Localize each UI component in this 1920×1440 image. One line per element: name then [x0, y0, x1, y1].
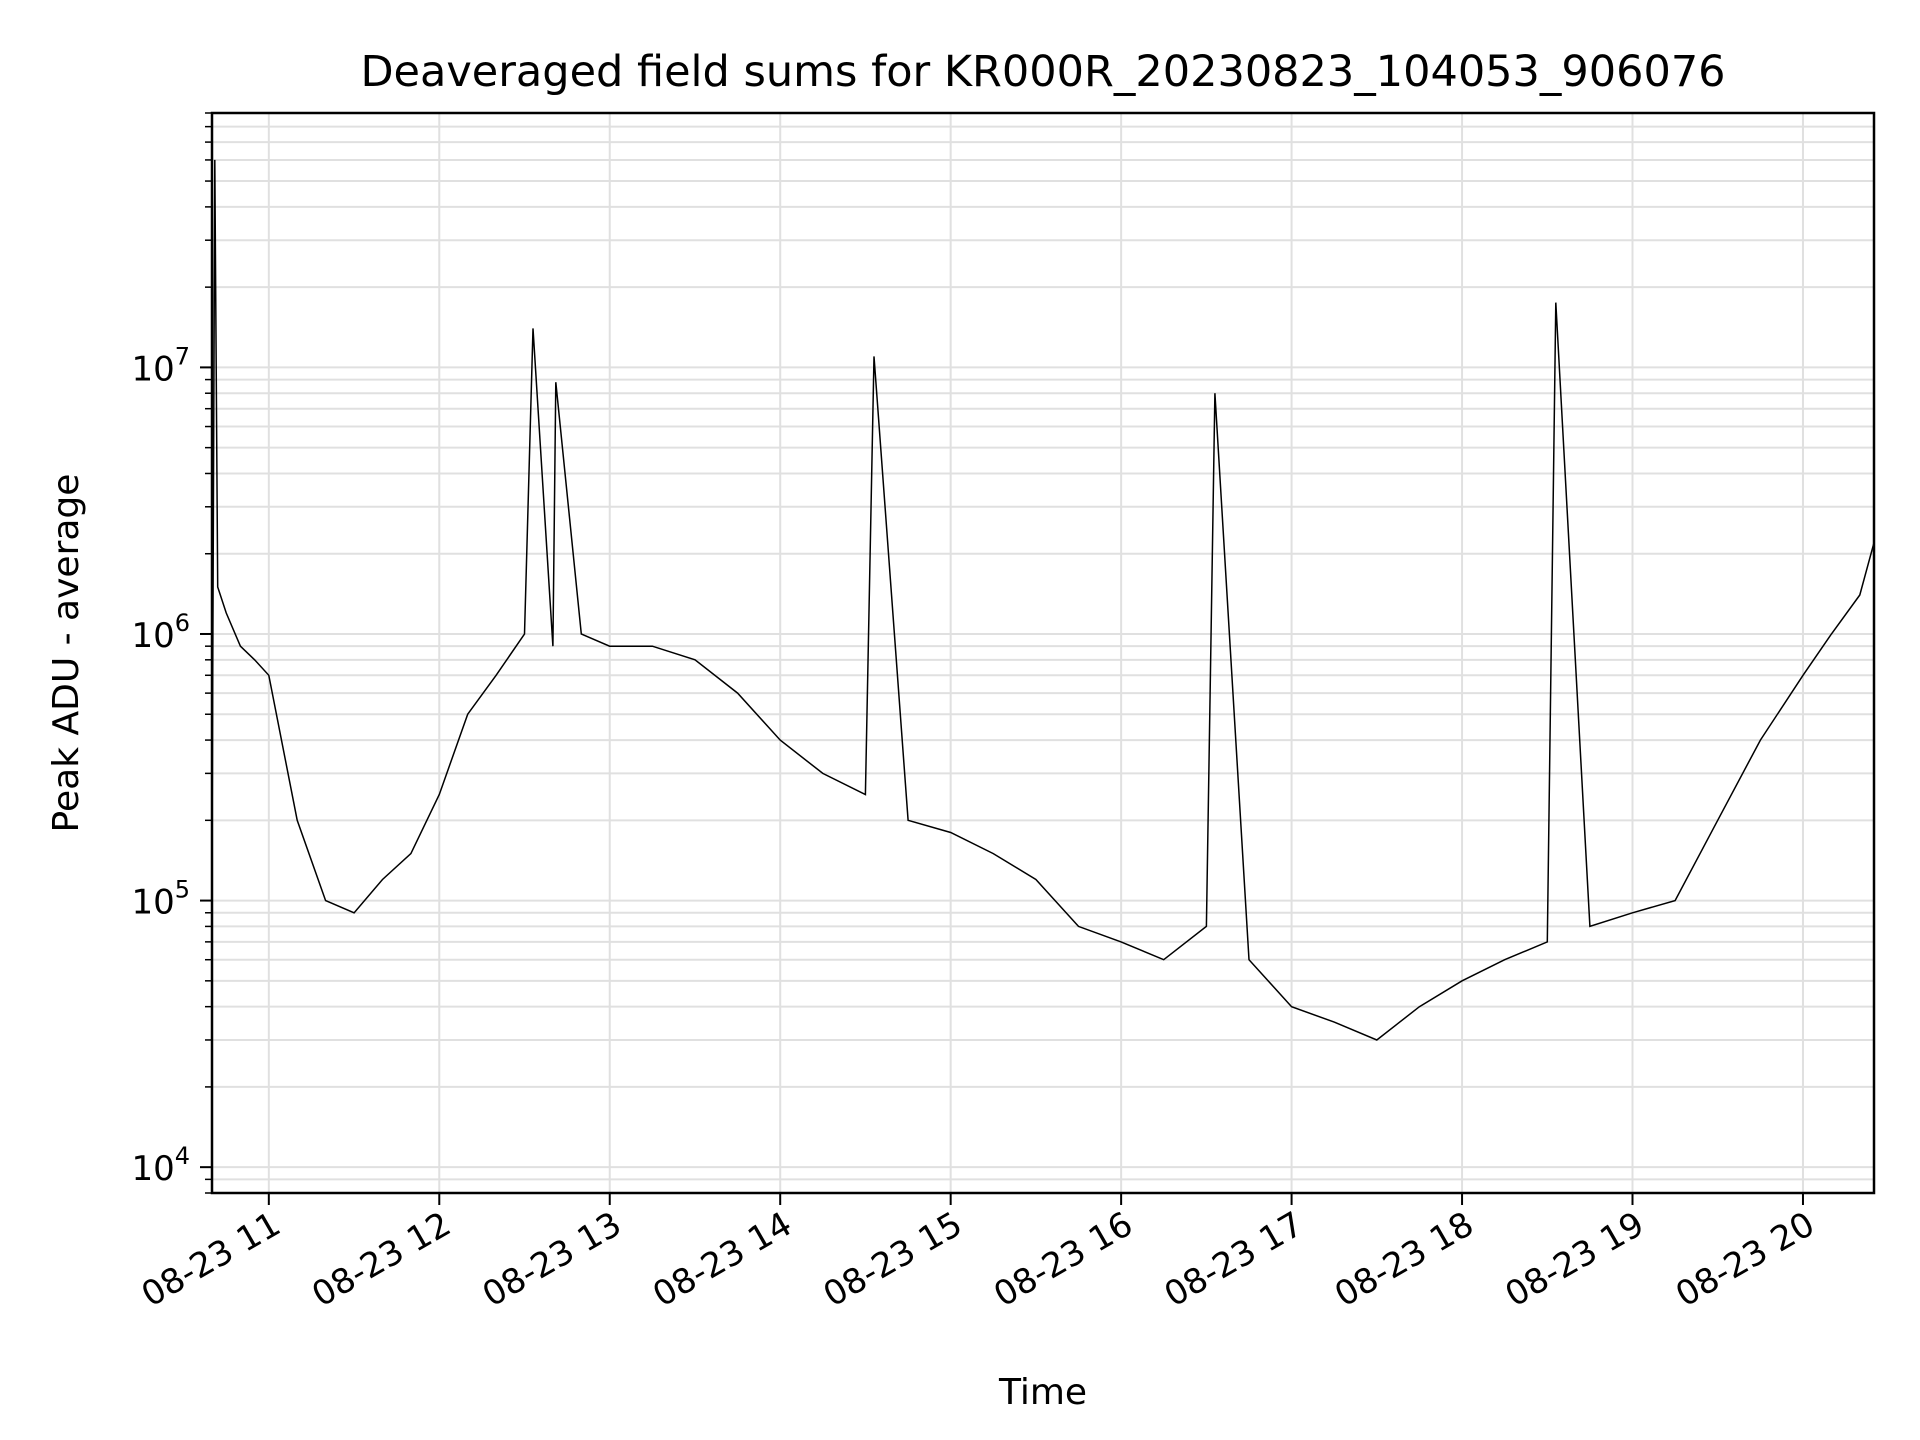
data-series	[211, 159, 1875, 1041]
x-tick-label: 08-23 18	[1328, 1204, 1480, 1315]
y-axis-ticks: 104 105 106 107	[131, 112, 212, 1194]
y-tick-label: 106	[131, 609, 190, 656]
plot-area-frame	[210, 111, 1876, 1195]
y-tick-label: 104	[131, 1142, 190, 1189]
grid-lines	[212, 112, 1874, 1194]
x-axis-ticks: 08-23 11 08-23 12 08-23 13 08-23 14 08-23 15…	[135, 1193, 1821, 1315]
x-tick-label: 08-23 16	[987, 1204, 1139, 1315]
x-tick-label: 08-23 19	[1499, 1204, 1651, 1315]
x-tick-label: 08-23 20	[1669, 1204, 1821, 1315]
y-tick-label: 107	[131, 342, 190, 389]
series-line	[211, 159, 1875, 1041]
x-tick-label: 08-23 17	[1158, 1204, 1310, 1315]
x-axis-title: Time	[998, 1372, 1087, 1413]
x-tick-label: 08-23 15	[817, 1204, 969, 1315]
x-tick-label: 08-23 11	[135, 1204, 287, 1315]
y-axis-title: Peak ADU - average	[46, 474, 87, 833]
y-tick-label: 105	[131, 876, 190, 923]
x-tick-label: 08-23 13	[476, 1204, 628, 1315]
chart-title: Deaveraged field sums for KR000R_2023082…	[360, 47, 1725, 97]
x-tick-label: 08-23 12	[305, 1204, 457, 1315]
x-tick-label: 08-23 14	[646, 1204, 798, 1315]
